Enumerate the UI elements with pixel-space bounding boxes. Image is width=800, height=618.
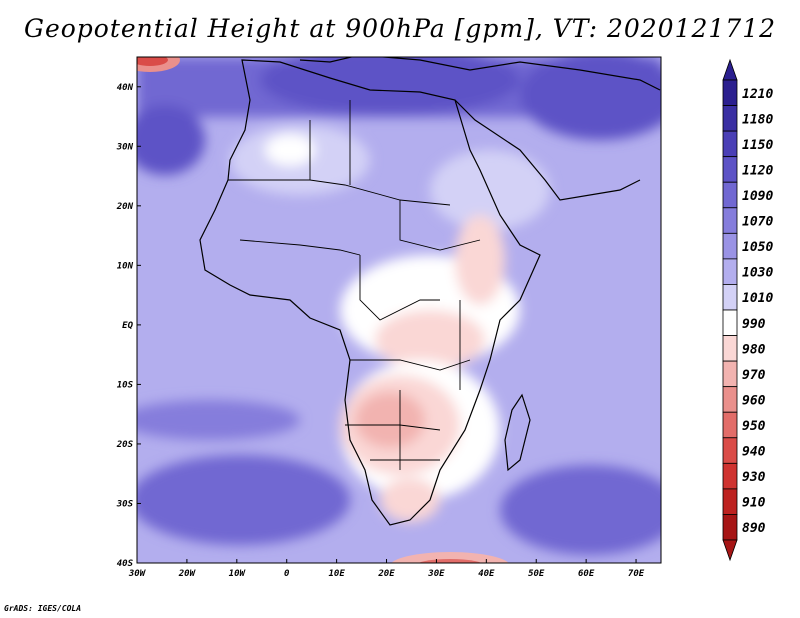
colorbar-swatch — [722, 437, 738, 464]
lon-tick-label: 20W — [178, 569, 197, 579]
colorbar-swatch — [722, 79, 738, 106]
colorbar-swatch — [722, 130, 738, 158]
colorbar-label: 1030 — [742, 266, 773, 281]
colorbar-swatch — [722, 411, 738, 439]
colorbar-swatch — [722, 156, 738, 183]
colorbar-swatch — [722, 386, 738, 413]
colorbar-swatch — [722, 335, 738, 362]
colorbar-label: 940 — [742, 445, 766, 460]
grads-credit: GrADS: IGES/COLA — [4, 604, 82, 613]
colorbar-swatch — [722, 488, 738, 515]
lon-tick-label: 40E — [478, 569, 495, 579]
lat-tick-label: 20N — [116, 202, 134, 212]
colorbar-label: 1070 — [742, 215, 773, 230]
lon-tick-label: 10W — [229, 569, 247, 579]
plot-frame — [136, 56, 662, 564]
colorbar-swatch — [722, 514, 738, 541]
lat-tick-label: 30S — [116, 499, 134, 509]
lat-tick-label: 20S — [116, 440, 134, 450]
colorbar: 1210 1180 1150 1120 1090 1070 1050 1030 1010 990 9… — [722, 58, 773, 562]
colorbar-top-arrow — [722, 58, 738, 81]
longitude-axis: 30W 20W 10W 0 10E 20E 30E 40E 50E 60E 70E — [128, 559, 645, 579]
lon-tick-label: 70E — [628, 569, 645, 579]
colorbar-label: 980 — [742, 342, 766, 357]
colorbar-label: 990 — [742, 317, 766, 332]
colorbar-label: 1010 — [742, 291, 773, 306]
latitude-axis: 40N 30N 20N 10N EQ 10S 20S 30S 40S — [116, 83, 141, 569]
colorbar-bottom-arrow — [722, 539, 738, 562]
colorbar-label: 1120 — [742, 163, 773, 178]
lon-tick-label: 0 — [284, 569, 290, 579]
lat-tick-label: EQ — [122, 321, 133, 331]
country-borders — [228, 100, 481, 470]
colorbar-swatch — [722, 105, 738, 132]
lat-tick-label: 30N — [116, 142, 134, 152]
lon-tick-label: 10E — [328, 569, 345, 579]
colorbar-swatch — [722, 462, 738, 490]
colorbar-swatch — [722, 181, 738, 209]
lat-tick-label: 10S — [117, 380, 134, 390]
map-title: Geopotential Height at 900hPa [gpm], VT:… — [23, 14, 777, 43]
colorbar-swatch — [722, 258, 738, 285]
lat-tick-label: 40N — [117, 83, 134, 93]
lat-tick-label: 10N — [117, 261, 134, 271]
coastlines — [199, 57, 661, 526]
colorbar-swatch — [722, 309, 738, 336]
colorbar-swatch — [722, 360, 738, 388]
colorbar-swatch — [722, 232, 738, 260]
lon-tick-label: 60E — [578, 569, 595, 579]
colorbar-label: 910 — [742, 496, 766, 511]
colorbar-label: 890 — [742, 521, 766, 536]
lon-tick-label: 50E — [528, 569, 545, 579]
colorbar-label: 1210 — [742, 87, 773, 102]
colorbar-label: 1050 — [742, 240, 773, 255]
colorbar-swatch — [722, 207, 738, 234]
colorbar-label: 960 — [742, 393, 766, 408]
geopotential-field — [137, 57, 661, 563]
lon-tick-label: 30E — [427, 569, 445, 579]
lon-tick-label: 30W — [128, 569, 147, 579]
colorbar-label: 930 — [742, 470, 766, 485]
colorbar-label: 1180 — [742, 112, 773, 127]
colorbar-label: 1090 — [742, 189, 773, 204]
colorbar-label: 970 — [742, 368, 766, 383]
colorbar-label: 1150 — [742, 138, 773, 153]
lat-tick-label: 40S — [117, 559, 134, 569]
colorbar-swatch — [722, 284, 738, 311]
colorbar-label: 950 — [742, 419, 766, 434]
lon-tick-label: 20E — [377, 569, 395, 579]
